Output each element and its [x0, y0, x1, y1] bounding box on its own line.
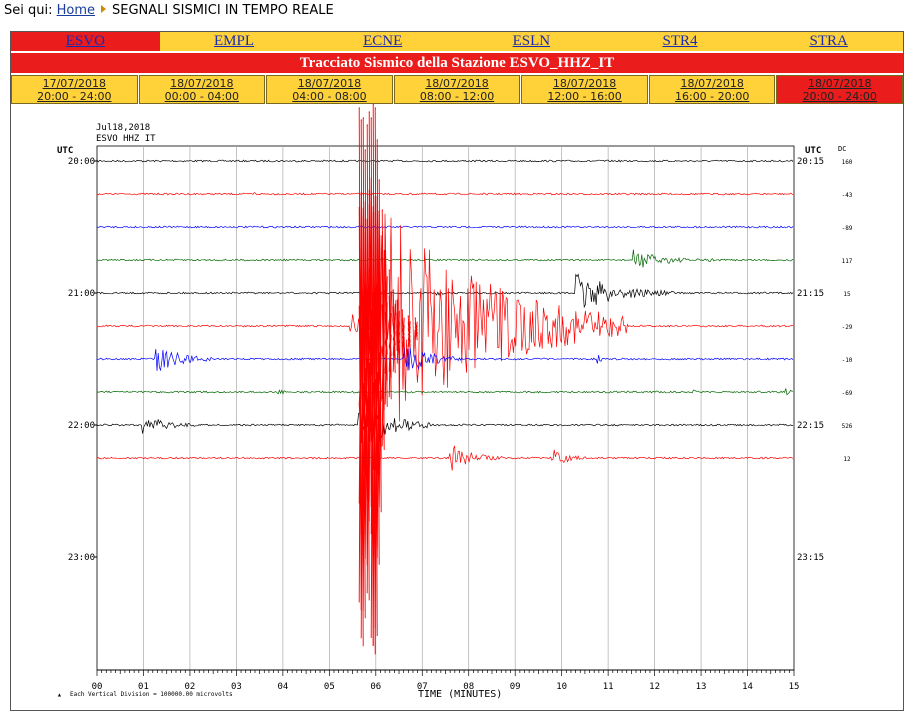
time-tab-date[interactable]: 18/07/2018: [425, 77, 489, 90]
station-tab-esln[interactable]: ESLN: [457, 32, 606, 51]
breadcrumb: Sei qui: Home SEGNALI SISMICI IN TEMPO RE…: [4, 3, 334, 18]
time-tab[interactable]: 18/07/2018 04:00 - 08:00: [266, 75, 393, 104]
content-frame: [10, 31, 904, 711]
time-tab-date[interactable]: 18/07/2018: [680, 77, 744, 90]
station-tab-label[interactable]: STR4: [662, 33, 698, 49]
time-tab-date[interactable]: 18/07/2018: [808, 77, 872, 90]
breadcrumb-prefix: Sei qui:: [4, 3, 53, 18]
time-tab[interactable]: 18/07/2018 20:00 - 24:00: [776, 75, 904, 104]
time-tab[interactable]: 17/07/2018 20:00 - 24:00: [11, 75, 138, 104]
station-tab-label[interactable]: ECNE: [363, 33, 403, 49]
station-tab-empl[interactable]: EMPL: [159, 32, 309, 51]
breadcrumb-home-link[interactable]: Home: [56, 3, 96, 18]
time-tab-range[interactable]: 20:00 - 24:00: [37, 90, 112, 103]
breadcrumb-current: SEGNALI SISMICI IN TEMPO REALE: [112, 3, 334, 18]
time-tab-range[interactable]: 20:00 - 24:00: [802, 90, 877, 103]
station-tabs: ESVO EMPL ECNE ESLN STR4 STRA: [11, 32, 904, 51]
time-tab-range[interactable]: 12:00 - 16:00: [547, 90, 622, 103]
time-tab-range[interactable]: 16:00 - 20:00: [674, 90, 750, 103]
station-tab-label[interactable]: STRA: [809, 33, 848, 49]
time-tab[interactable]: 18/07/2018 12:00 - 16:00: [521, 75, 648, 104]
time-tab-range[interactable]: 00:00 - 04:00: [164, 90, 240, 103]
station-tab-str4[interactable]: STR4: [605, 32, 755, 51]
station-tab-ecne[interactable]: ECNE: [308, 32, 458, 51]
station-tab-stra[interactable]: STRA: [754, 32, 904, 51]
time-tabs: 17/07/2018 20:00 - 24:00 18/07/2018 00:00 …: [11, 75, 904, 104]
time-tab[interactable]: 18/07/2018 00:00 - 04:00: [138, 75, 266, 104]
breadcrumb-arrow-icon: [101, 5, 107, 13]
page-title: Tracciato Sismico della Stazione ESVO_HH…: [11, 53, 903, 73]
time-tab-range[interactable]: 04:00 - 08:00: [292, 90, 367, 103]
station-tab-label[interactable]: EMPL: [214, 33, 255, 49]
station-tab-label[interactable]: ESVO: [65, 33, 105, 49]
station-tab-label[interactable]: ESLN: [512, 33, 551, 49]
time-tab[interactable]: 18/07/2018 08:00 - 12:00: [393, 75, 521, 104]
time-tab[interactable]: 18/07/2018 16:00 - 20:00: [648, 75, 776, 104]
time-tab-date[interactable]: 18/07/2018: [297, 77, 362, 90]
time-tab-date[interactable]: 18/07/2018: [170, 77, 234, 90]
time-tab-range[interactable]: 08:00 - 12:00: [419, 90, 495, 103]
station-tab-esvo[interactable]: ESVO: [11, 32, 160, 51]
time-tab-date[interactable]: 18/07/2018: [552, 77, 617, 90]
time-tab-date[interactable]: 17/07/2018: [42, 77, 106, 90]
